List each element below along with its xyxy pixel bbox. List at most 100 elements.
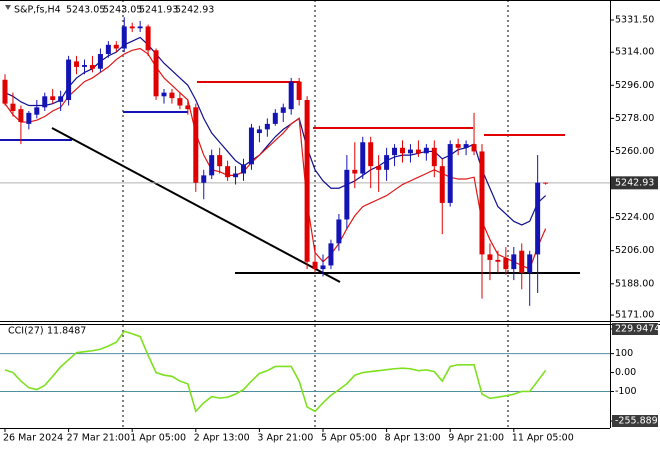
chart-title: S&P,fs,H4 <box>14 5 61 16</box>
candle-body <box>256 129 262 134</box>
candle-body <box>415 149 421 154</box>
last-high: 5243.05 <box>103 5 142 16</box>
candle-body <box>264 123 270 130</box>
y-tick-box <box>612 415 658 427</box>
candle-body <box>296 81 302 100</box>
candle-body <box>463 144 469 148</box>
candle-body <box>145 26 151 51</box>
candle-body <box>328 243 334 266</box>
y-tick-label: 5260.00 <box>615 146 654 157</box>
y-tick-label: 5296.00 <box>615 80 654 91</box>
candle-body <box>66 59 72 100</box>
candle-body <box>82 65 87 67</box>
x-tick-label: 1 Apr 05:00 <box>130 433 186 444</box>
candle-body <box>129 26 135 29</box>
candle-body <box>97 54 103 69</box>
candle-body <box>2 79 8 104</box>
candle-body <box>336 219 342 244</box>
candle-body <box>495 259 501 262</box>
moving-average <box>4 47 547 270</box>
x-tick-label: 26 Mar 2024 <box>3 433 63 444</box>
candle-body <box>241 164 246 174</box>
y-tick-label: 5224.00 <box>615 212 654 223</box>
candle-body <box>74 61 80 67</box>
candle-body <box>312 261 318 270</box>
marks: 5331.50 5314.00 5296.00 5278.00 5260.00 5224.… <box>0 15 660 444</box>
x-tick-label: 9 Apr 21:00 <box>448 433 504 444</box>
candle-body <box>42 96 48 108</box>
y-tick-label: 5278.00 <box>615 113 654 124</box>
candle-body <box>169 92 175 99</box>
candle-body <box>320 265 326 270</box>
candle-body <box>384 155 390 170</box>
candle-body <box>161 92 167 97</box>
candle-body <box>511 254 517 270</box>
candle-body <box>18 109 24 123</box>
y-tick-label: 5206.00 <box>615 245 654 256</box>
candle-body <box>113 44 119 49</box>
indicator-title: CCI(27) <box>8 326 44 337</box>
x-tick-label: 2 Apr 13:00 <box>194 433 250 444</box>
candle-body <box>233 173 239 178</box>
y-tick-label: 5188.00 <box>615 278 654 289</box>
candle-body <box>288 81 294 110</box>
candle-body <box>400 147 405 154</box>
candle-body <box>58 96 64 102</box>
candle-body <box>209 155 215 176</box>
indicator-value: 11.8487 <box>47 326 86 337</box>
candle-body <box>479 151 485 255</box>
candle-body <box>423 147 429 154</box>
candle-body <box>217 155 223 167</box>
x-tick-label: 27 Mar 21:00 <box>67 433 130 444</box>
candle-body <box>193 107 199 183</box>
candle-body <box>137 26 143 29</box>
candle-body <box>431 147 437 167</box>
y-tick-label: 229.9474 <box>615 324 660 335</box>
candle-body <box>248 127 254 165</box>
candle-body <box>543 182 549 184</box>
candle-body <box>177 98 183 106</box>
y-tick-label: 100 <box>615 348 633 359</box>
moving-average <box>4 36 547 226</box>
candle-body <box>105 44 111 55</box>
candle-body <box>455 144 461 148</box>
candle-body <box>439 166 445 203</box>
indicator-line <box>4 330 547 413</box>
x-tick-label: 8 Apr 13:00 <box>385 433 441 444</box>
candle-body <box>26 112 32 124</box>
y-tick-label: -255.8896 <box>615 416 660 427</box>
last-low: 5241.93 <box>139 5 178 16</box>
candle-body <box>487 254 493 260</box>
candle-body <box>407 149 413 154</box>
symbol-icon <box>5 5 11 10</box>
candle-body <box>121 26 127 49</box>
y-tick-label: -100 <box>615 386 637 397</box>
candle-body <box>360 142 366 174</box>
candle-body <box>519 250 525 273</box>
candle-body <box>153 50 159 97</box>
candle-body <box>376 166 382 170</box>
candle-body <box>447 144 453 203</box>
candle-body <box>527 254 533 273</box>
y-tick-label: 0.00 <box>615 367 636 378</box>
candle-body <box>471 144 477 152</box>
candle-body <box>272 112 278 124</box>
candle-body <box>352 169 358 174</box>
current-price-label: 5242.93 <box>615 177 654 188</box>
last-close: 5242.93 <box>175 5 214 16</box>
candle-body <box>89 65 95 69</box>
current-price-box <box>611 176 658 190</box>
candle-body <box>201 175 207 183</box>
candle-body <box>503 258 509 270</box>
candle-body <box>368 142 374 167</box>
candle-body <box>280 107 286 113</box>
x-tick-label: 3 Apr 21:00 <box>257 433 313 444</box>
x-tick-label: 11 Apr 05:00 <box>512 433 574 444</box>
trend-line <box>51 127 341 283</box>
candle-body <box>344 169 350 220</box>
y-tick-label: 5331.50 <box>615 15 654 26</box>
x-tick-label: 5 Apr 05:00 <box>321 433 377 444</box>
y-tick-box <box>612 323 658 335</box>
